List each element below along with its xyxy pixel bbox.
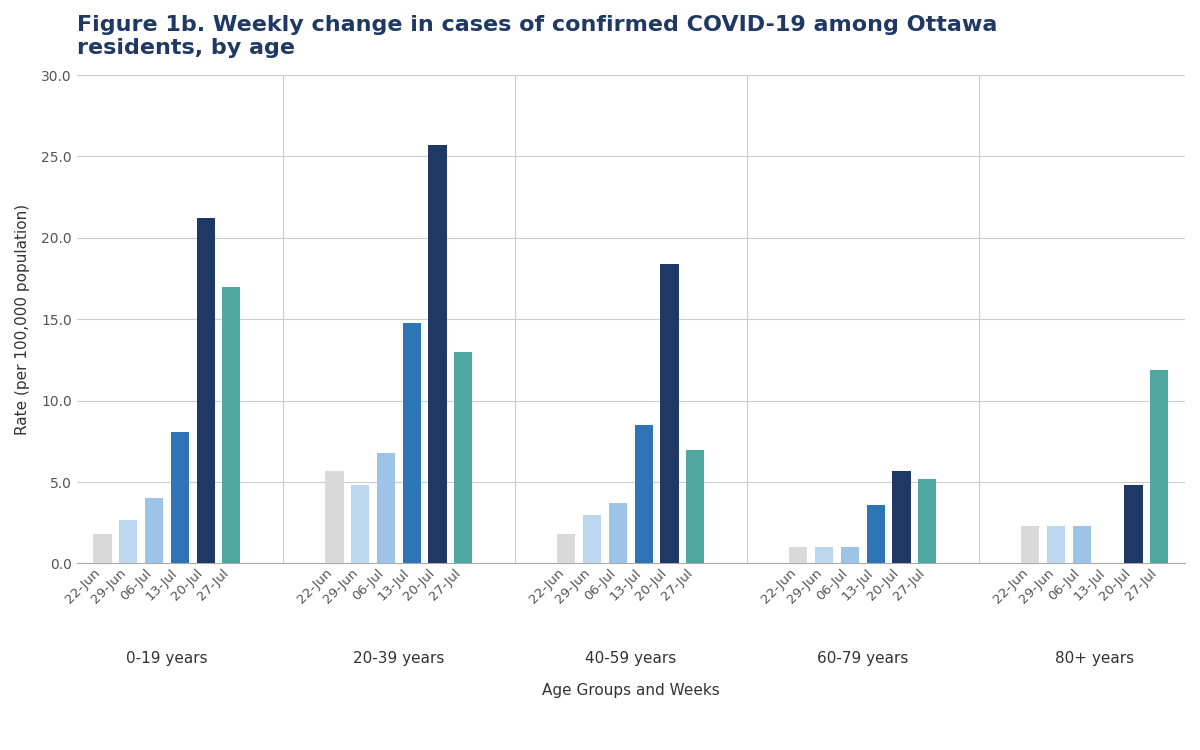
Bar (352, 485, 370, 563)
Y-axis label: Rate (per 100,000 population): Rate (per 100,000 population) (14, 204, 30, 435)
Bar (403, 322, 421, 563)
Bar (815, 548, 833, 563)
Bar (1021, 526, 1039, 563)
Bar (635, 425, 653, 563)
Bar (866, 505, 884, 563)
Bar (583, 514, 601, 563)
Text: 0-19 years: 0-19 years (126, 652, 208, 667)
Bar (170, 431, 188, 563)
Text: Figure 1b. Weekly change in cases of confirmed COVID-19 among Ottawa
residents, : Figure 1b. Weekly change in cases of con… (77, 15, 997, 58)
Bar (1073, 526, 1091, 563)
Bar (608, 503, 628, 563)
Bar (557, 534, 576, 563)
Bar (1124, 485, 1142, 563)
Text: 80+ years: 80+ years (1055, 652, 1134, 667)
Text: 60-79 years: 60-79 years (817, 652, 908, 667)
Bar (660, 264, 678, 563)
Bar (893, 471, 911, 563)
Bar (222, 286, 240, 563)
Bar (841, 548, 859, 563)
Bar (197, 218, 215, 563)
Bar (1048, 526, 1066, 563)
Text: 20-39 years: 20-39 years (353, 652, 444, 667)
Bar (428, 145, 446, 563)
Bar (145, 498, 163, 563)
X-axis label: Age Groups and Weeks: Age Groups and Weeks (542, 682, 720, 698)
Bar (918, 478, 936, 563)
Bar (325, 471, 343, 563)
Text: 40-59 years: 40-59 years (586, 652, 677, 667)
Bar (119, 520, 137, 563)
Bar (94, 534, 112, 563)
Bar (1150, 370, 1169, 563)
Bar (790, 548, 808, 563)
Bar (377, 453, 395, 563)
Bar (455, 352, 473, 563)
Bar (686, 449, 704, 563)
